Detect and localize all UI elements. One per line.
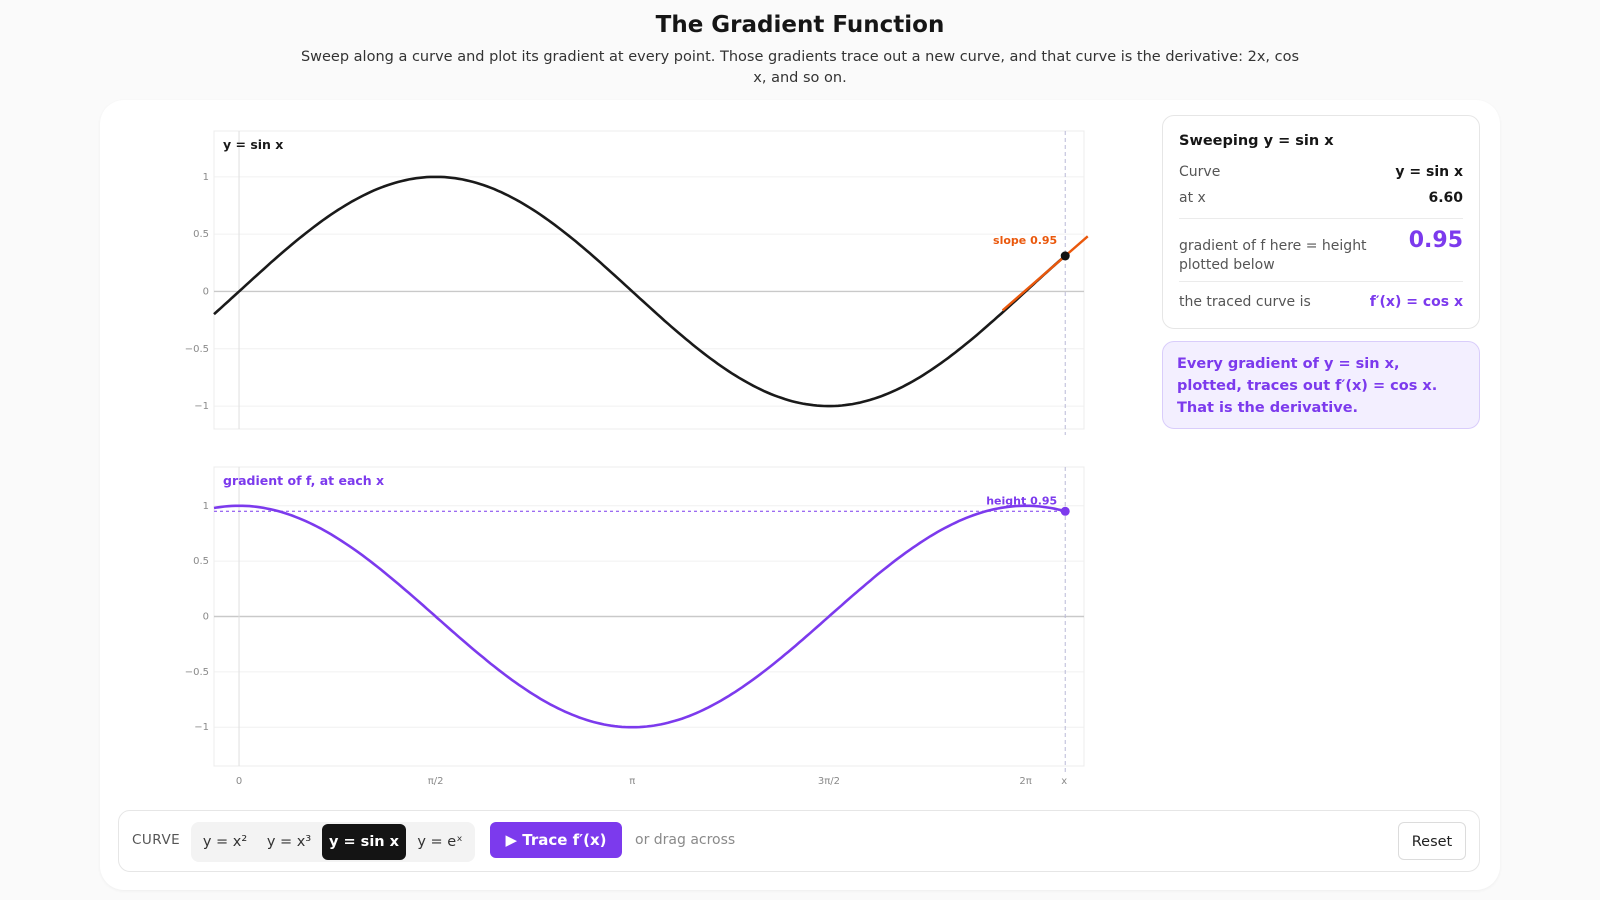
curve-selector: y = x² y = x³ y = sin x y = eˣ (191, 822, 475, 862)
panel-title: y = sin x (223, 137, 283, 152)
y-tick-label: 0.5 (193, 556, 209, 567)
x-tick-label: π (629, 776, 635, 787)
x-tick-label: π/2 (428, 776, 444, 787)
y-tick-label: −1 (194, 401, 209, 412)
derivative-line (213, 504, 1066, 729)
info-divider (1179, 281, 1463, 282)
curve-line (213, 175, 1067, 408)
x-tick-label: 3π/2 (818, 776, 840, 787)
traced-value: f′(x) = cos x (1369, 294, 1463, 310)
curve-option-exp[interactable]: y = eˣ (417, 834, 463, 850)
info-divider (1179, 218, 1463, 219)
slope-label: slope 0.95 (993, 234, 1057, 247)
x-tick-label: 2π (1019, 776, 1031, 787)
function-plots[interactable]: 1 0.5 0 −0.5 −1 y = sin x slope 0.95 1 0.5 0 −0.5 −… (0, 0, 1160, 800)
curve-option-x-cubed[interactable]: y = x³ (266, 834, 312, 850)
y-tick-label: −0.5 (185, 667, 209, 678)
height-point (1060, 506, 1070, 516)
drag-hint: or drag across (635, 832, 736, 848)
height-label: height 0.95 (986, 494, 1057, 507)
x-tick-label: 0 (236, 776, 242, 787)
info-heading: Sweeping y = sin x (1179, 133, 1334, 149)
sweep-point (1060, 251, 1070, 261)
gradient-label: gradient of f here = height plotted belo… (1179, 238, 1367, 273)
curve-option-x-squared[interactable]: y = x² (202, 834, 248, 850)
y-tick-label: 0 (203, 286, 209, 297)
y-tick-label: 0.5 (193, 229, 209, 240)
tangent-line (1001, 235, 1089, 312)
y-tick-label: 0 (203, 612, 209, 623)
traced-label: the traced curve is (1179, 294, 1311, 310)
page-title: The Gradient Function (655, 12, 945, 38)
controls-bar: CURVE y = x² y = x³ y = sin x y = eˣ ▶ T… (118, 810, 1480, 872)
panel-title: gradient of f, at each x (223, 473, 384, 488)
y-tick-label: 1 (203, 172, 209, 183)
curve-label: Curve (1179, 164, 1221, 180)
plot-frame (213, 130, 1085, 430)
x-axis-label: x (1061, 776, 1067, 787)
trace-derivative-button[interactable]: ▶ Trace f′(x) (490, 822, 622, 858)
y-tick-label: −0.5 (185, 344, 209, 355)
page-subtitle: Sweep along a curve and plot its gradien… (300, 49, 1300, 86)
curve-option-sin[interactable]: y = sin x (322, 824, 406, 860)
y-tick-label: −1 (194, 722, 209, 733)
at-x-label: at x (1179, 190, 1206, 206)
gradient-value: 0.95 (1408, 228, 1463, 253)
derivative-note: Every gradient of y = sin x, plotted, tr… (1162, 341, 1480, 429)
y-tick-label: 1 (203, 501, 209, 512)
curve-label: CURVE (132, 832, 181, 848)
info-card: Sweeping y = sin x Curve y = sin x at x … (1162, 115, 1480, 329)
curve-value: y = sin x (1395, 164, 1463, 180)
at-x-value: 6.60 (1428, 190, 1463, 206)
reset-button[interactable]: Reset (1398, 822, 1466, 860)
